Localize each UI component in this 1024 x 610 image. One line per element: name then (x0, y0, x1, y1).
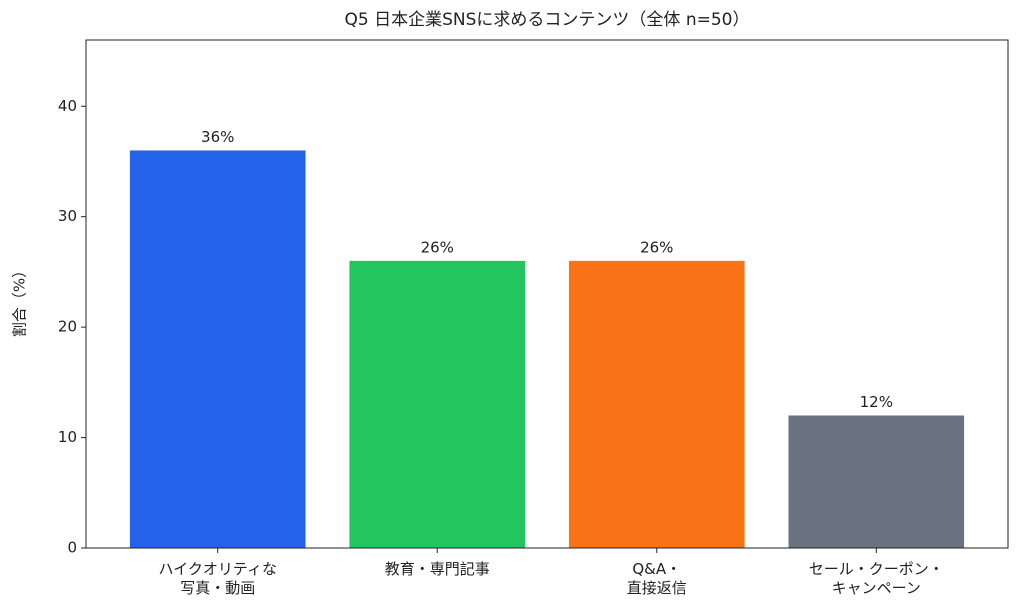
value-label: 12% (860, 393, 893, 411)
y-axis-label: 割合（%） (11, 263, 29, 337)
y-tick-label: 10 (58, 428, 77, 446)
x-tick-label: ハイクオリティな 写真・動画 (158, 560, 277, 597)
bar (349, 260, 526, 548)
x-tick-label: セール・クーポン・ キャンペーン (808, 560, 944, 597)
chart-title: Q5 日本企業SNSに求めるコンテンツ（全体 n=50） (345, 10, 750, 30)
bar (568, 260, 745, 548)
x-tick-label: 教育・専門記事 (384, 560, 490, 578)
plot-frame (85, 39, 1009, 549)
y-tick-label: 0 (67, 539, 77, 557)
x-tick-label: Q&A・ 直接返信 (626, 560, 687, 597)
bar (129, 150, 306, 548)
value-label: 36% (201, 128, 234, 146)
value-label: 26% (640, 238, 673, 256)
bar (788, 415, 965, 548)
y-tick-label: 30 (58, 207, 77, 225)
y-tick-label: 20 (58, 318, 77, 336)
value-label: 26% (421, 238, 454, 256)
y-tick-label: 40 (58, 97, 77, 115)
